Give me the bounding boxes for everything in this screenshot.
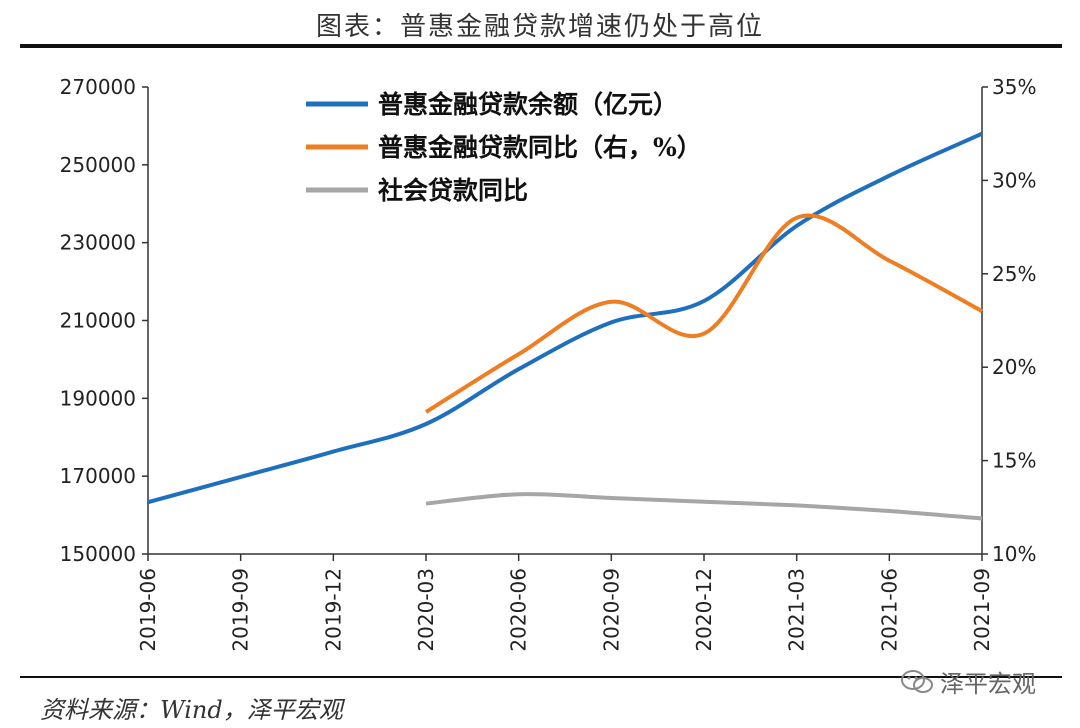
left-tick-label: 230000 [60,231,136,255]
page-title: 图表：普惠金融贷款增速仍处于高位 [315,12,764,42]
x-tick-label: 2021-03 [785,568,809,652]
x-tick-label: 2021-09 [970,568,994,652]
watermark-text: 泽平宏观 [940,670,1036,698]
x-tick-label: 2020-03 [414,568,438,652]
left-tick-label: 270000 [60,75,136,99]
right-tick-label: 35% [992,75,1036,99]
x-tick-label: 2021-06 [877,568,901,652]
right-tick-label: 15% [992,449,1036,473]
legend-label: 普惠金融贷款同比（右，%） [378,133,702,162]
legend-label: 普惠金融贷款余额（亿元） [378,90,678,119]
left-tick-label: 190000 [60,386,136,410]
source-note: 资料来源：Wind，泽平宏观 [40,696,343,724]
x-tick-label: 2019-09 [229,568,253,652]
x-axis-ticks: 2019-06 2019-09 2019-12 2020-03 2020-06 2020-… [136,554,994,652]
series-line-2 [425,492,983,521]
left-tick-label: 170000 [60,464,136,488]
wechat-icon [901,669,933,693]
right-tick-label: 25% [992,262,1036,286]
x-tick-label: 2019-12 [321,568,345,652]
left-tick-label: 250000 [60,153,136,177]
right-tick-label: 20% [992,355,1036,379]
x-tick-label: 2020-09 [599,568,623,652]
right-axis-ticks: 10% 15% 20% 25% 30% 35% [982,75,1036,566]
top-divider [20,44,1062,48]
bottom-divider [20,676,1062,678]
watermark: 泽平宏观 [900,664,1036,699]
x-tick-label: 2019-06 [136,568,160,652]
series-lines [147,131,983,521]
series-line-1 [424,213,983,414]
left-tick-label: 210000 [60,309,136,333]
right-tick-label: 10% [992,542,1036,566]
legend-label: 社会贷款同比 [378,176,528,205]
right-tick-label: 30% [992,168,1036,192]
left-tick-label: 150000 [60,542,136,566]
x-tick-label: 2020-06 [507,568,531,652]
series-line-0 [147,131,983,505]
x-tick-label: 2020-12 [692,568,716,652]
legend: 普惠金融贷款余额（亿元） 普惠金融贷款同比（右，%） 社会贷款同比 [306,90,702,205]
left-axis-ticks: 150000 170000 190000 210000 230000 250000 2700… [60,75,148,566]
